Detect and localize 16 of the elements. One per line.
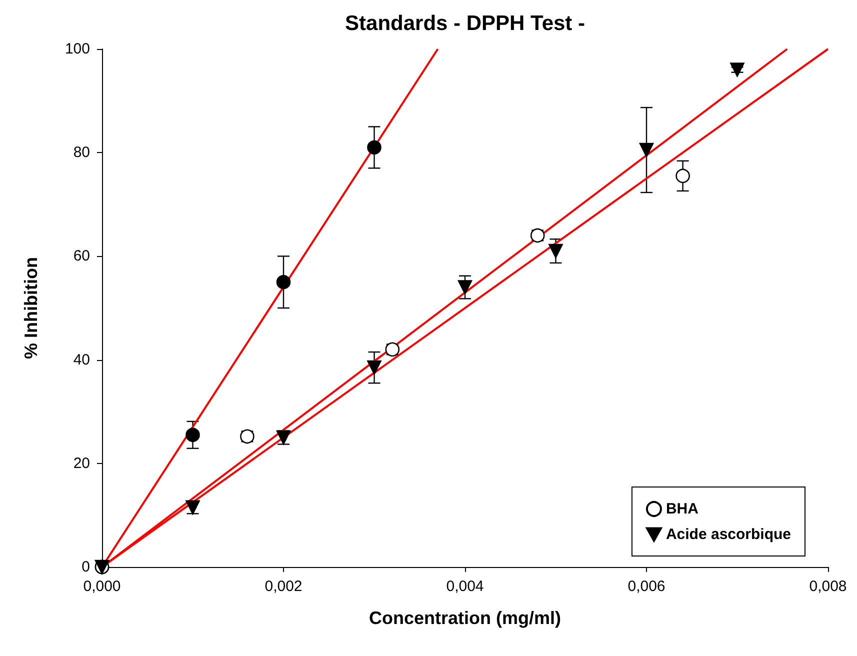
- y-tick-label: 0: [82, 558, 90, 576]
- x-tick-label: 0,004: [446, 578, 484, 595]
- y-tick-label: 20: [73, 454, 90, 472]
- x-axis-title: Concentration (mg/ml): [369, 608, 562, 628]
- y-axis-title: % Inhibition: [21, 257, 41, 359]
- x-tick-label: 0,002: [264, 578, 302, 595]
- y-tick-label: 60: [73, 248, 90, 265]
- legend-label: BHA: [666, 500, 699, 518]
- y-tick-label: 80: [73, 144, 90, 162]
- y-tick-label: 40: [73, 351, 90, 368]
- x-tick-label: 0,006: [628, 578, 666, 595]
- x-tick-label: 0,008: [809, 578, 847, 595]
- x-tick-label: 0,000: [83, 578, 121, 595]
- chart-title: Standards - DPPH Test -: [345, 12, 585, 35]
- y-tick-label: 100: [64, 40, 90, 58]
- legend-label: Acide ascorbique: [666, 526, 792, 543]
